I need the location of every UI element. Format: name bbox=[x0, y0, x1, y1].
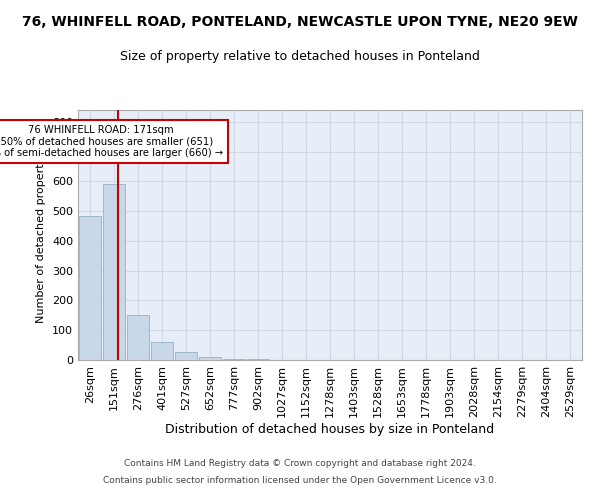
Bar bbox=[127, 316, 149, 360]
Text: Contains public sector information licensed under the Open Government Licence v3: Contains public sector information licen… bbox=[103, 476, 497, 485]
Y-axis label: Number of detached properties: Number of detached properties bbox=[37, 148, 46, 322]
Bar bbox=[175, 352, 197, 360]
Bar bbox=[103, 184, 125, 360]
Bar bbox=[199, 357, 221, 360]
Text: 76, WHINFELL ROAD, PONTELAND, NEWCASTLE UPON TYNE, NE20 9EW: 76, WHINFELL ROAD, PONTELAND, NEWCASTLE … bbox=[22, 15, 578, 29]
Bar bbox=[223, 358, 245, 360]
X-axis label: Distribution of detached houses by size in Ponteland: Distribution of detached houses by size … bbox=[166, 422, 494, 436]
Bar bbox=[247, 359, 269, 360]
Text: 76 WHINFELL ROAD: 171sqm
← 50% of detached houses are smaller (651)
50% of semi-: 76 WHINFELL ROAD: 171sqm ← 50% of detach… bbox=[0, 125, 223, 158]
Bar bbox=[79, 216, 101, 360]
Text: Size of property relative to detached houses in Ponteland: Size of property relative to detached ho… bbox=[120, 50, 480, 63]
Bar bbox=[151, 342, 173, 360]
Text: Contains HM Land Registry data © Crown copyright and database right 2024.: Contains HM Land Registry data © Crown c… bbox=[124, 458, 476, 468]
